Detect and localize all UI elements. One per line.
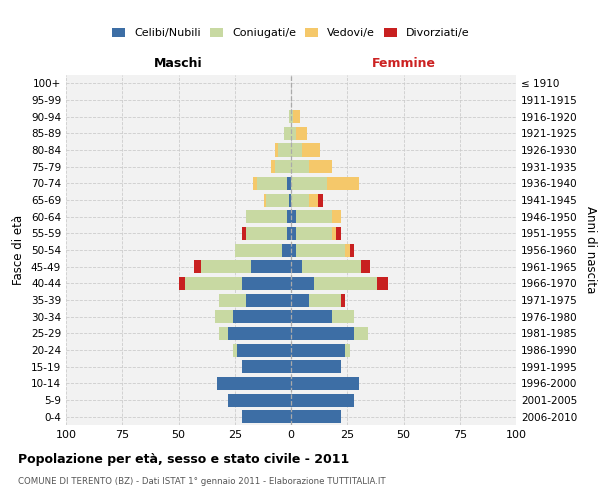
Bar (331, 227, 336, 240)
Text: COMUNE DI TERENTO (BZ) - Dati ISTAT 1° gennaio 2011 - Elaborazione TUTTITALIA.IT: COMUNE DI TERENTO (BZ) - Dati ISTAT 1° g… (18, 478, 386, 486)
Bar (291, 294, 309, 306)
Bar (377, 277, 388, 290)
Bar (284, 127, 291, 140)
Bar (291, 160, 309, 173)
Bar (241, 360, 291, 373)
Bar (336, 227, 341, 240)
Bar (228, 394, 291, 406)
Bar (291, 244, 296, 256)
Bar (291, 410, 341, 423)
Legend: Celibi/Nubili, Coniugati/e, Vedovi/e, Divorziati/e: Celibi/Nubili, Coniugati/e, Vedovi/e, Di… (109, 24, 473, 42)
Bar (291, 110, 293, 123)
Bar (246, 227, 287, 240)
Bar (291, 394, 354, 406)
Bar (291, 327, 354, 340)
Bar (194, 260, 201, 273)
Bar (361, 260, 370, 273)
Bar (246, 294, 291, 306)
Bar (201, 260, 251, 273)
Y-axis label: Anni di nascita: Anni di nascita (584, 206, 597, 294)
Bar (217, 377, 291, 390)
Bar (287, 210, 291, 223)
Bar (219, 294, 246, 306)
Bar (291, 144, 302, 156)
Bar (275, 160, 291, 173)
Text: Popolazione per età, sesso e stato civile - 2011: Popolazione per età, sesso e stato civil… (18, 452, 349, 466)
Bar (275, 144, 277, 156)
Bar (287, 177, 291, 190)
Bar (289, 110, 291, 123)
Bar (293, 110, 300, 123)
Bar (235, 244, 282, 256)
Bar (331, 210, 341, 223)
Bar (309, 294, 341, 306)
Bar (241, 277, 291, 290)
Bar (314, 277, 377, 290)
Bar (327, 177, 359, 190)
Bar (309, 160, 331, 173)
Bar (237, 344, 291, 356)
Bar (291, 310, 331, 323)
Bar (291, 277, 314, 290)
Bar (291, 127, 296, 140)
Bar (291, 210, 296, 223)
Bar (185, 277, 241, 290)
Bar (302, 260, 361, 273)
Text: Maschi: Maschi (154, 57, 203, 70)
Bar (291, 377, 359, 390)
Bar (349, 244, 354, 256)
Bar (291, 227, 296, 240)
Bar (291, 360, 341, 373)
Bar (345, 244, 349, 256)
Bar (257, 177, 287, 190)
Bar (291, 177, 327, 190)
Bar (277, 144, 291, 156)
Bar (179, 277, 185, 290)
Bar (241, 410, 291, 423)
Bar (331, 310, 354, 323)
Bar (302, 144, 320, 156)
Bar (296, 244, 345, 256)
Bar (287, 227, 291, 240)
Bar (228, 327, 291, 340)
Bar (354, 327, 367, 340)
Bar (309, 194, 318, 206)
Bar (266, 194, 289, 206)
Bar (341, 294, 345, 306)
Bar (291, 194, 309, 206)
Bar (296, 227, 331, 240)
Bar (271, 160, 275, 173)
Bar (246, 210, 287, 223)
Bar (219, 327, 228, 340)
Bar (291, 260, 302, 273)
Bar (233, 344, 237, 356)
Bar (296, 210, 331, 223)
Bar (215, 310, 233, 323)
Bar (251, 260, 291, 273)
Bar (264, 194, 266, 206)
Bar (318, 194, 323, 206)
Bar (233, 310, 291, 323)
Bar (291, 344, 345, 356)
Bar (289, 194, 291, 206)
Bar (253, 177, 257, 190)
Bar (282, 244, 291, 256)
Y-axis label: Fasce di età: Fasce di età (13, 215, 25, 285)
Bar (345, 344, 349, 356)
Bar (241, 227, 246, 240)
Bar (296, 127, 307, 140)
Text: Femmine: Femmine (371, 57, 436, 70)
